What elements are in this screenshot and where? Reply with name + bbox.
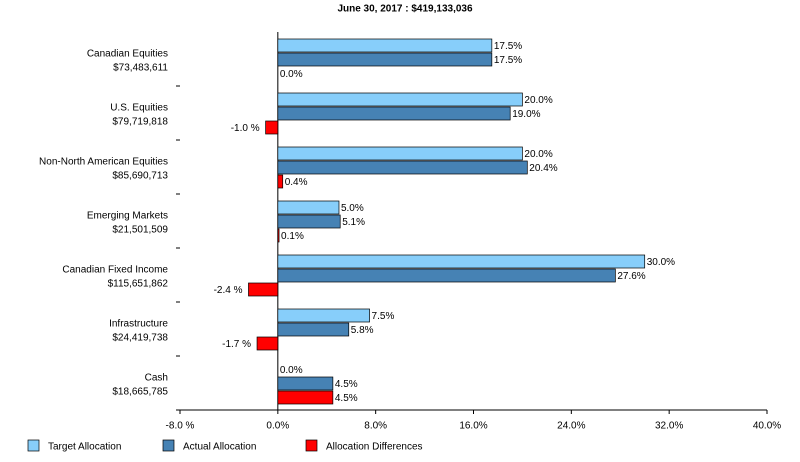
value-label: 5.8%: [351, 325, 374, 336]
bar: [277, 228, 280, 243]
x-tick-label: 24.0%: [557, 421, 585, 432]
value-label: 0.1%: [281, 231, 304, 242]
value-label: 7.5%: [372, 311, 395, 322]
value-label: 17.5%: [494, 55, 522, 66]
bar: [277, 390, 334, 405]
bar: [277, 146, 523, 161]
x-tick-label: 40.0%: [753, 421, 781, 432]
value-label: -1.7 %: [222, 339, 251, 350]
bar: [256, 336, 279, 351]
category-amount: $79,719,818: [112, 117, 168, 128]
category-amount: $24,419,738: [112, 333, 168, 344]
value-label: 30.0%: [647, 257, 675, 268]
value-label: 20.0%: [524, 149, 552, 160]
legend-label: Actual Allocation: [183, 442, 256, 453]
value-label: 5.0%: [341, 203, 364, 214]
bar: [277, 322, 350, 337]
chart-title: June 30, 2017 : $419,133,036: [337, 4, 473, 15]
category-amount: $85,690,713: [112, 171, 168, 182]
value-label: 27.6%: [617, 271, 645, 282]
legend-swatch: [305, 439, 318, 452]
category-label: Canadian Fixed Income: [62, 265, 168, 276]
x-tick-label: 32.0%: [655, 421, 683, 432]
value-label: 20.0%: [524, 95, 552, 106]
category-label: Non-North American Equities: [39, 157, 168, 168]
category-amount: $73,483,611: [113, 63, 168, 74]
value-label: 5.1%: [342, 217, 365, 228]
bar: [277, 38, 493, 53]
legend-label: Target Allocation: [48, 442, 121, 453]
bar: [277, 214, 341, 229]
category-amount: $18,665,785: [112, 387, 168, 398]
value-label: 17.5%: [494, 41, 522, 52]
value-label: -2.4 %: [214, 285, 243, 296]
bar: [265, 120, 279, 135]
bar: [277, 52, 493, 67]
category-label: U.S. Equities: [110, 103, 168, 114]
x-tick-label: -8.0 %: [166, 421, 195, 432]
bar: [277, 308, 370, 323]
legend-swatch: [27, 439, 40, 452]
x-tick-label: 8.0%: [364, 421, 387, 432]
value-label: 4.5%: [335, 379, 358, 390]
category-label: Canadian Equities: [87, 49, 168, 60]
category-label: Infrastructure: [109, 319, 168, 330]
category-label: Cash: [145, 373, 168, 384]
x-tick-label: 16.0%: [459, 421, 487, 432]
value-label: 0.0%: [280, 365, 303, 376]
bar: [277, 160, 528, 175]
value-label: 0.0%: [280, 69, 303, 80]
legend-swatch: [162, 439, 175, 452]
value-label: 0.4%: [285, 177, 308, 188]
bar: [248, 282, 279, 297]
category-amount: $21,501,509: [112, 225, 168, 236]
value-label: -1.0 %: [231, 123, 260, 134]
bar: [277, 92, 523, 107]
x-tick-label: 0.0%: [266, 421, 289, 432]
bar: [277, 174, 284, 189]
bar: [277, 376, 334, 391]
legend-label: Allocation Differences: [326, 442, 423, 453]
value-label: 20.4%: [529, 163, 557, 174]
category-label: Emerging Markets: [87, 211, 168, 222]
category-amount: $115,651,862: [108, 279, 169, 290]
bar: [277, 200, 340, 215]
bar: [277, 106, 511, 121]
value-label: 4.5%: [335, 393, 358, 404]
bar: [277, 254, 646, 269]
bar: [277, 268, 616, 283]
value-label: 19.0%: [512, 109, 540, 120]
